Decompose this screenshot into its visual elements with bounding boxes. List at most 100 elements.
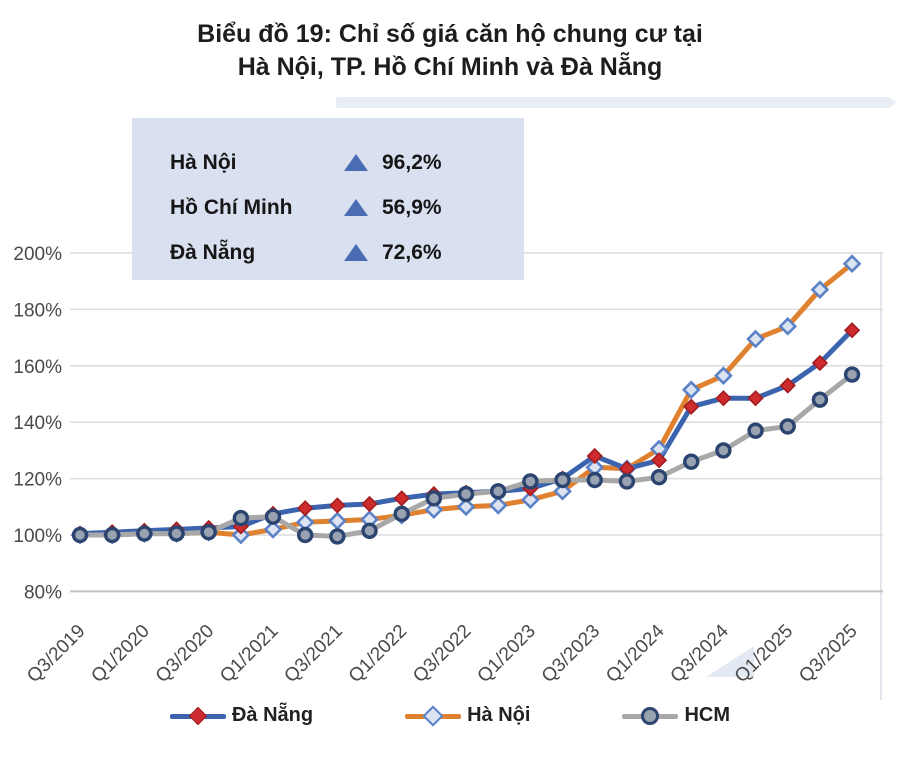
summary-legend-box: Hà Nội 96,2% Hồ Chí Minh 56,9% Đà Nẵng 7…	[132, 118, 524, 280]
marker-danang	[811, 354, 829, 372]
x-tick-Q1-2023: Q1/2023	[474, 621, 540, 687]
marker-hcm	[296, 526, 314, 544]
watermark-vertical-line	[880, 252, 882, 700]
marker-hanoi	[488, 496, 508, 515]
page-title-line2: Hà Nội, TP. Hồ Chí Minh và Đà Nẵng	[237, 53, 663, 81]
danang-line-marker-icon	[169, 706, 226, 725]
marker-danang	[329, 497, 346, 514]
hcm-line-marker-icon	[622, 706, 679, 725]
marker-hanoi	[456, 497, 476, 517]
marker-hcm	[811, 391, 829, 408]
marker-hanoi	[231, 525, 251, 545]
summary-value-hcm: 56,9%	[382, 195, 442, 219]
marker-hcm	[650, 468, 668, 486]
marker-hcm	[361, 522, 378, 539]
x-tick-Q1-2020: Q1/2020	[87, 621, 153, 687]
legend-label-danang: Đà Nẵng	[231, 704, 314, 726]
legend-item-danang: Đà Nẵng	[169, 704, 314, 727]
marker-hcm	[71, 526, 89, 544]
x-tick-Q3-2022: Q3/2022	[409, 621, 475, 687]
marker-hcm	[393, 505, 410, 523]
marker-hanoi	[263, 520, 283, 539]
legend-item-hanoi: Hà Nội	[405, 704, 530, 727]
x-tick-Q3-2020: Q3/2020	[152, 621, 218, 687]
marker-hanoi	[842, 254, 862, 274]
marker-hcm	[715, 442, 732, 459]
marker-hanoi	[681, 380, 701, 400]
marker-hcm	[586, 471, 603, 489]
marker-danang	[843, 322, 861, 339]
marker-hcm	[136, 525, 153, 542]
marker-hcm	[264, 508, 282, 525]
marker-hcm	[329, 528, 346, 545]
legend-label-hanoi: Hà Nội	[467, 704, 531, 726]
x-tick-Q3-2021: Q3/2021	[280, 621, 346, 687]
marker-hcm	[618, 473, 636, 490]
marker-hanoi	[714, 366, 733, 386]
marker-hanoi	[746, 329, 765, 349]
marker-danang	[779, 377, 796, 394]
legend-label-hcm: HCM	[684, 704, 730, 726]
x-tick-Q1-2025: Q1/2025	[731, 621, 797, 687]
page-title-line1: Biểu đồ 19: Chỉ số giá căn hộ chung cư t…	[197, 20, 703, 48]
legend-item-hcm: HCM	[622, 704, 730, 727]
summary-row-hcm: Hồ Chí Minh 56,9%	[170, 185, 524, 230]
x-tick-Q3-2024: Q3/2024	[667, 620, 734, 687]
marker-hcm	[168, 525, 185, 542]
y-tick-80: 80%	[24, 582, 62, 603]
summary-row-danang: Đà Nẵng 72,6%	[170, 230, 524, 275]
summary-value-danang: 72,6%	[382, 240, 442, 264]
marker-hcm	[103, 526, 121, 544]
summary-value-hanoi: 96,2%	[382, 150, 442, 174]
watermark-bar	[336, 97, 896, 108]
up-triangle-icon	[344, 244, 368, 261]
summary-row-hanoi: Hà Nội 96,2%	[170, 140, 524, 185]
marker-hcm	[200, 523, 217, 541]
y-tick-140: 140%	[13, 413, 62, 434]
y-tick-160: 160%	[13, 357, 62, 378]
y-tick-180: 180%	[13, 300, 62, 321]
marker-hcm	[843, 366, 861, 383]
x-tick-Q1-2021: Q1/2021	[216, 621, 282, 687]
marker-hanoi	[424, 500, 444, 519]
up-triangle-icon	[344, 199, 368, 216]
summary-label-hcm: Hồ Chí Minh	[170, 195, 293, 219]
marker-danang	[683, 398, 700, 415]
marker-danang	[393, 490, 410, 507]
marker-hcm	[683, 453, 700, 470]
up-triangle-icon	[344, 154, 368, 171]
y-tick-120: 120%	[13, 470, 62, 491]
marker-danang	[586, 447, 603, 465]
marker-danang	[361, 495, 378, 513]
chart-legend: Đà Nẵng Hà Nội HCM	[0, 704, 900, 727]
marker-hcm	[425, 490, 443, 507]
marker-hcm	[522, 473, 539, 490]
marker-danang	[715, 390, 732, 407]
marker-hanoi	[810, 280, 830, 299]
x-tick-Q1-2022: Q1/2022	[345, 621, 411, 687]
x-tick-Q3-2019: Q3/2019	[23, 621, 89, 687]
marker-hcm	[779, 418, 796, 435]
marker-hcm	[490, 483, 507, 500]
marker-hcm	[457, 485, 475, 503]
summary-label-danang: Đà Nẵng	[170, 240, 256, 264]
y-tick-200: 200%	[13, 244, 62, 265]
x-tick-Q3-2023: Q3/2023	[538, 621, 604, 687]
x-tick-Q3-2025: Q3/2025	[795, 621, 861, 687]
marker-hcm	[554, 471, 571, 489]
summary-label-hanoi: Hà Nội	[170, 150, 237, 174]
marker-hcm	[232, 509, 250, 527]
marker-hanoi	[521, 490, 540, 510]
marker-hcm	[747, 422, 764, 439]
marker-danang	[650, 452, 668, 469]
marker-hanoi	[328, 511, 347, 531]
page-title: Biểu đồ 19: Chỉ số giá căn hộ chung cư t…	[0, 18, 900, 84]
marker-danang	[747, 390, 764, 407]
y-tick-100: 100%	[13, 526, 62, 547]
x-tick-Q1-2024: Q1/2024	[602, 620, 669, 687]
hanoi-line-marker-icon	[405, 704, 462, 727]
marker-hanoi	[553, 481, 572, 501]
marker-hanoi	[778, 316, 798, 336]
